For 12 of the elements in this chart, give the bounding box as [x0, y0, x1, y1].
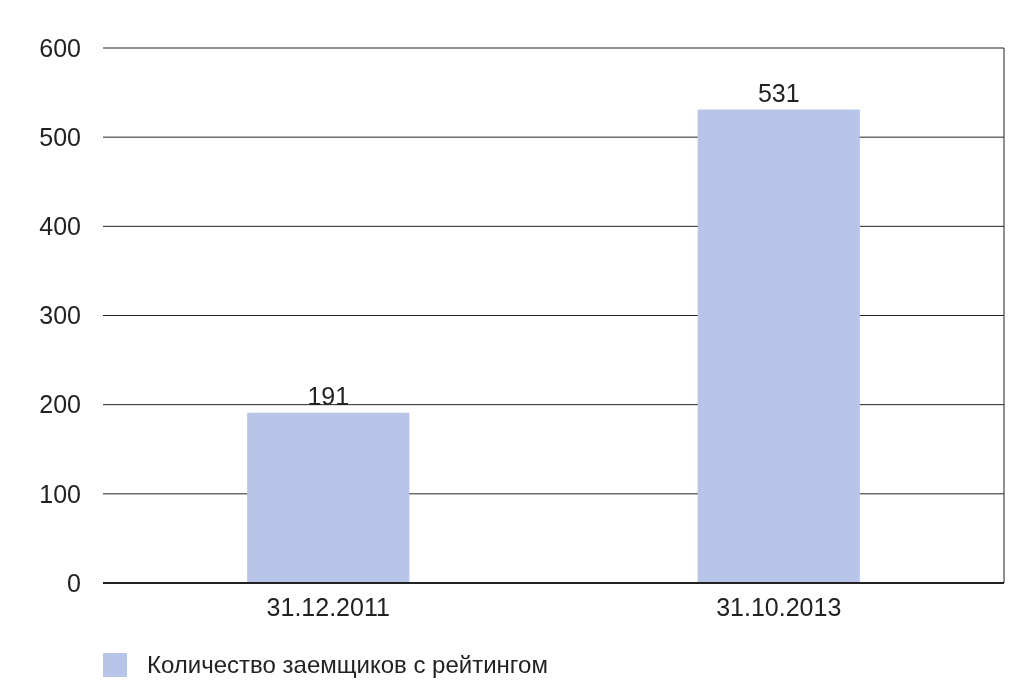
- y-tick-label: 400: [39, 212, 81, 241]
- y-tick-label: 600: [39, 33, 81, 62]
- data-label: 191: [307, 381, 350, 410]
- data-label: 531: [757, 78, 800, 107]
- y-tick-label: 100: [39, 479, 81, 508]
- y-tick-label: 0: [67, 568, 81, 597]
- x-tick-label: 31.10.2013: [716, 593, 842, 621]
- x-tick-label: 31.12.2011: [266, 593, 390, 621]
- y-tick-label: 500: [39, 122, 81, 151]
- y-tick-label: 300: [39, 301, 81, 330]
- y-tick-label: 200: [39, 390, 81, 419]
- legend-label: Количество заемщиков с рейтингом: [147, 651, 548, 679]
